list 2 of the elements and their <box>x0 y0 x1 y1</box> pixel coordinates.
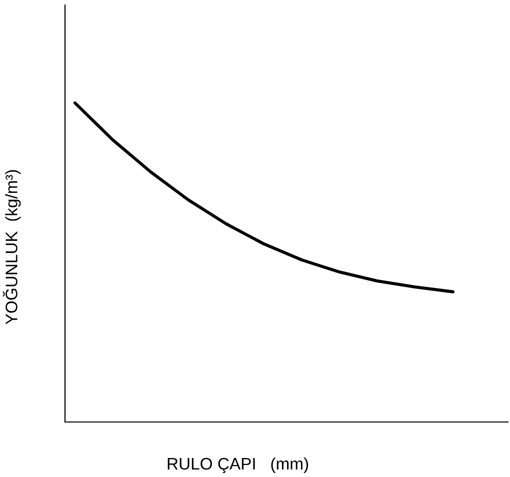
x-axis-title: RULO ÇAPI (mm) <box>168 457 308 474</box>
y-axis-title: YOĞUNLUK (kg/m³) <box>2 170 21 324</box>
